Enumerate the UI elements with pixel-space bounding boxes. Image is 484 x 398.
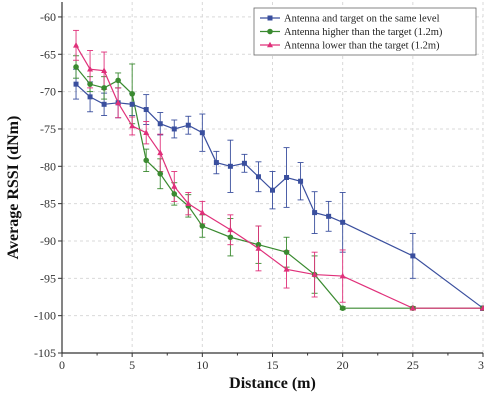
y-tick-label: -80 — [40, 159, 56, 173]
y-tick-label: -65 — [40, 47, 56, 61]
data-point — [409, 304, 416, 311]
y-tick-label: -95 — [40, 271, 56, 285]
x-tick-label: 10 — [196, 358, 208, 372]
y-tick-label: -100 — [34, 309, 56, 323]
data-point — [129, 122, 136, 129]
series-line-1 — [75, 83, 484, 309]
data-point — [480, 304, 484, 311]
data-point — [227, 163, 233, 169]
data-point — [101, 101, 107, 107]
data-point — [73, 42, 80, 48]
legend-marker — [267, 28, 273, 35]
data-point — [255, 174, 261, 180]
data-point — [87, 81, 93, 87]
y-axis-title: Average RSSI (dNm) — [5, 116, 22, 260]
x-tick-label: 5 — [129, 358, 135, 372]
y-tick-label: -85 — [40, 197, 56, 211]
data-point — [283, 266, 290, 272]
data-point — [185, 200, 192, 206]
x-tick-label: 0 — [59, 358, 65, 372]
data-point — [339, 272, 346, 279]
data-point — [129, 101, 135, 107]
legend-label: Antenna higher than the target (1.2m) — [284, 27, 443, 38]
data-point — [87, 94, 93, 100]
markers-layer — [73, 42, 484, 311]
y-tick-label: -75 — [40, 122, 56, 136]
y-tick-label: -60 — [40, 10, 56, 24]
legend: Antenna and target on the same level Ante… — [253, 7, 477, 56]
data-point — [298, 178, 304, 184]
legend-label: Antenna lower than the target (1.2m) — [284, 41, 440, 52]
data-point — [199, 130, 205, 136]
data-point — [143, 129, 150, 135]
data-point — [73, 64, 79, 70]
data-point — [255, 241, 262, 248]
data-point — [284, 175, 290, 180]
data-point — [101, 67, 108, 74]
series-line-3 — [75, 45, 483, 309]
data-point — [87, 65, 94, 72]
data-point — [157, 121, 163, 127]
data-point — [270, 187, 275, 193]
data-point — [340, 219, 346, 225]
x-tick-label: 25 — [407, 358, 419, 372]
data-point — [143, 107, 149, 113]
legend-box — [253, 7, 477, 56]
y-tick-label: -105 — [34, 346, 56, 360]
data-point — [157, 149, 164, 156]
series-line-2 — [75, 66, 483, 309]
data-point — [255, 245, 262, 251]
x-axis-title: Distance (m) — [229, 375, 316, 392]
data-point — [326, 213, 332, 219]
axes-layer — [58, 2, 484, 357]
data-point — [339, 305, 346, 311]
data-point — [115, 99, 122, 106]
x-tick-label: 15 — [267, 358, 279, 372]
y-tick-label: -90 — [40, 234, 56, 248]
data-point — [410, 253, 416, 259]
data-point — [185, 122, 191, 128]
data-point — [213, 160, 219, 166]
data-point — [171, 126, 177, 132]
data-point — [171, 191, 178, 197]
legend-marker — [267, 41, 273, 48]
data-point — [157, 170, 164, 177]
tick-labels-layer: 0 5 10 15 20 25 3( -105 -100 -95 -90 -85 -80 -75 -70 -6… — [34, 10, 484, 372]
data-point — [241, 160, 247, 166]
data-point — [199, 209, 206, 215]
x-tick-label: 3( — [478, 358, 484, 372]
legend-label: Antenna and target on the same level — [284, 14, 440, 25]
data-point — [311, 271, 318, 277]
data-point — [283, 249, 290, 255]
data-point — [227, 226, 234, 233]
legend-marker — [267, 15, 273, 21]
error-bars-layer — [73, 29, 484, 311]
data-point — [199, 223, 206, 229]
data-point — [227, 234, 234, 241]
data-point — [143, 157, 149, 164]
data-point — [171, 183, 178, 189]
data-point — [101, 85, 107, 91]
data-point — [312, 210, 318, 216]
series-lines-layer — [75, 45, 484, 309]
data-point — [73, 81, 79, 87]
x-tick-label: 20 — [337, 358, 349, 372]
data-point — [129, 91, 135, 97]
data-point — [115, 77, 121, 84]
y-tick-label: -70 — [40, 85, 56, 99]
